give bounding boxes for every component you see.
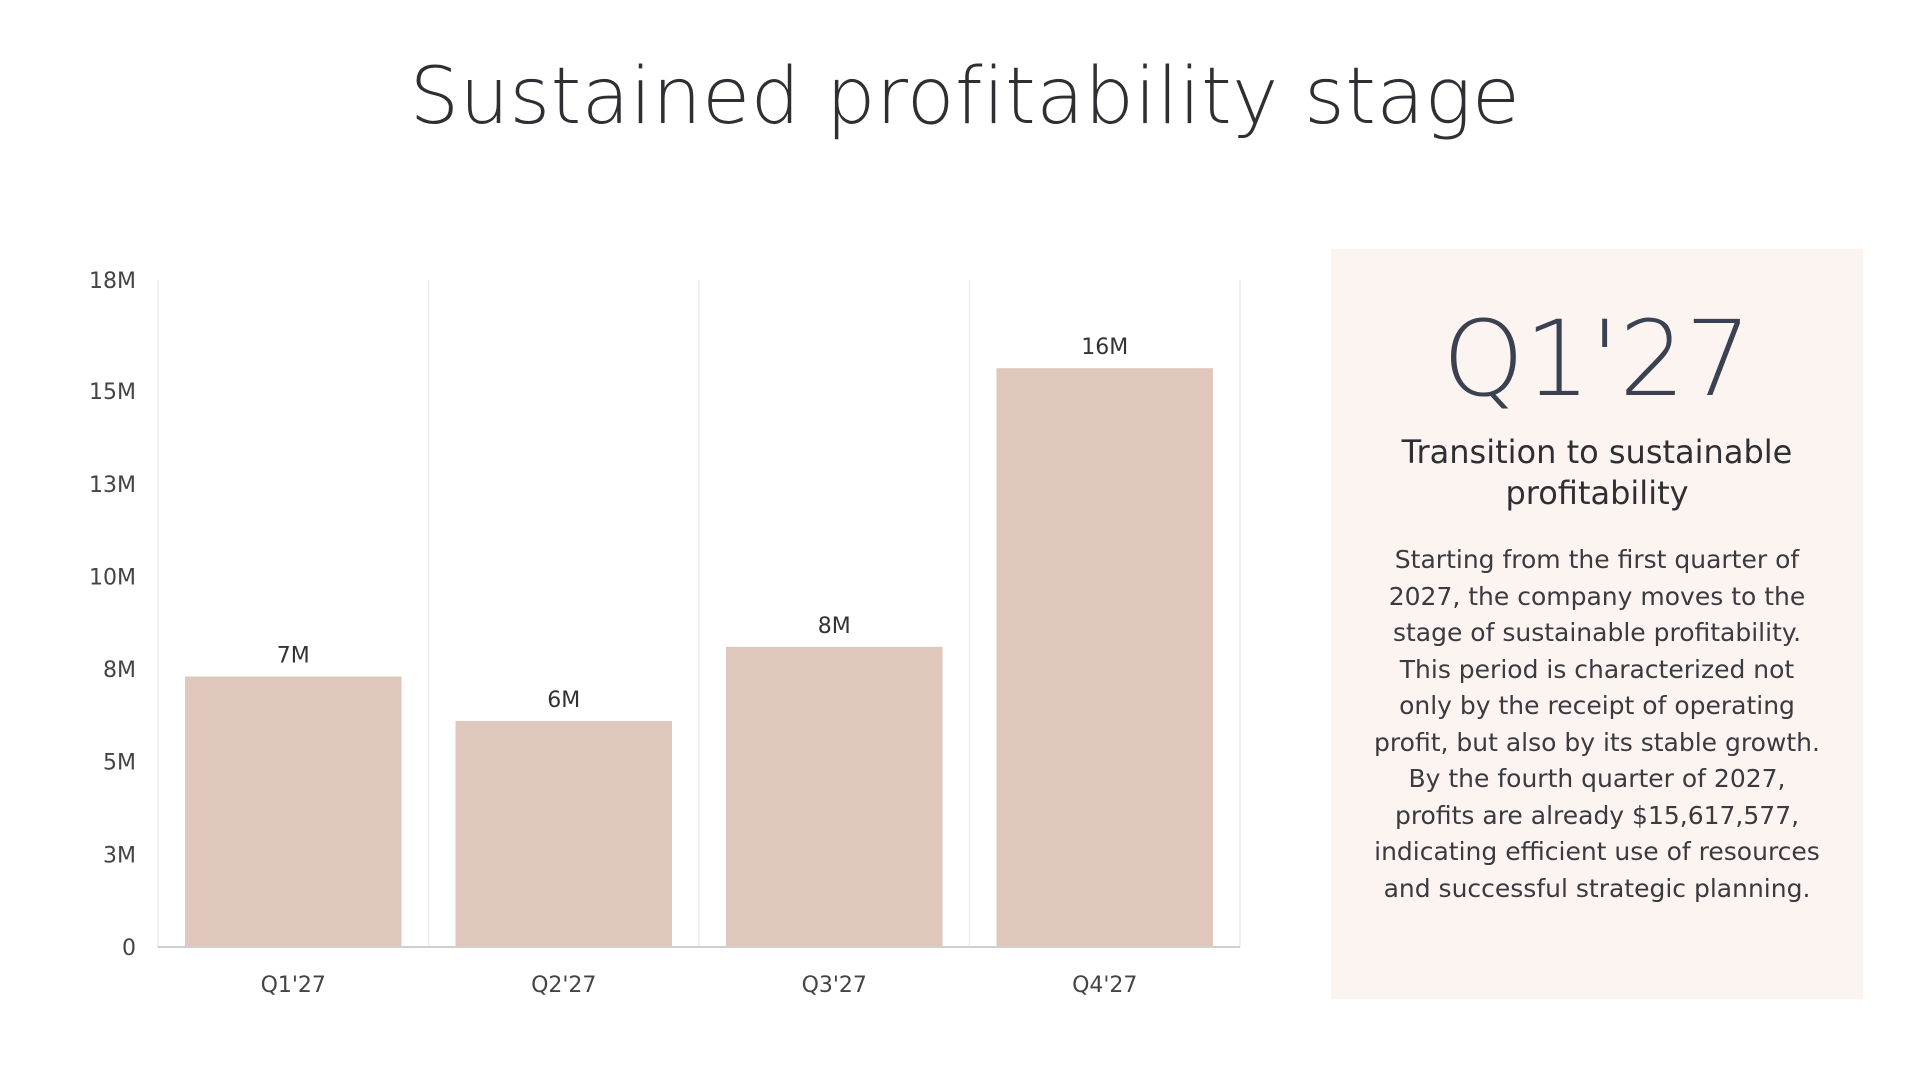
data-label: 6M bbox=[547, 688, 580, 713]
y-tick-label: 8M bbox=[103, 658, 136, 683]
data-label: 8M bbox=[818, 614, 851, 639]
y-tick-label: 18M bbox=[89, 269, 136, 294]
bar bbox=[185, 676, 402, 947]
x-tick-label: Q2'27 bbox=[531, 973, 596, 998]
bar-chart-svg: 0 3M 5M 8M 10M 13M 15M 18M 7M Q1'27 6M Q2'27 8M Q3'27… bbox=[89, 269, 1241, 998]
bar bbox=[726, 646, 943, 947]
info-card-title: Transition to sustainable profitability bbox=[1401, 433, 1793, 513]
bar bbox=[996, 368, 1213, 947]
bar bbox=[455, 720, 672, 947]
x-tick-label: Q1'27 bbox=[261, 973, 326, 998]
y-tick-label: 0 bbox=[122, 936, 136, 961]
y-tick-label: 10M bbox=[89, 565, 136, 590]
info-card-body: Starting from the first quarter of 2027,… bbox=[1374, 545, 1820, 903]
data-label: 16M bbox=[1081, 335, 1128, 360]
info-card-period: Q1'27 bbox=[1442, 298, 1752, 420]
y-tick-label: 13M bbox=[89, 473, 136, 498]
x-tick-label: Q3'27 bbox=[802, 973, 867, 998]
slide-title: Sustained profitability stage bbox=[409, 52, 1521, 142]
info-card: Q1'27 Transition to sustainable profitab… bbox=[1331, 249, 1863, 999]
y-tick-label: 3M bbox=[103, 843, 136, 868]
y-tick-label: 15M bbox=[89, 380, 136, 405]
data-label: 7M bbox=[277, 643, 310, 668]
y-tick-label: 5M bbox=[103, 751, 136, 776]
x-tick-label: Q4'27 bbox=[1072, 973, 1137, 998]
bar-chart: 0 3M 5M 8M 10M 13M 15M 18M 7M Q1'27 6M Q2'27 8M Q3'27… bbox=[60, 250, 1260, 1010]
